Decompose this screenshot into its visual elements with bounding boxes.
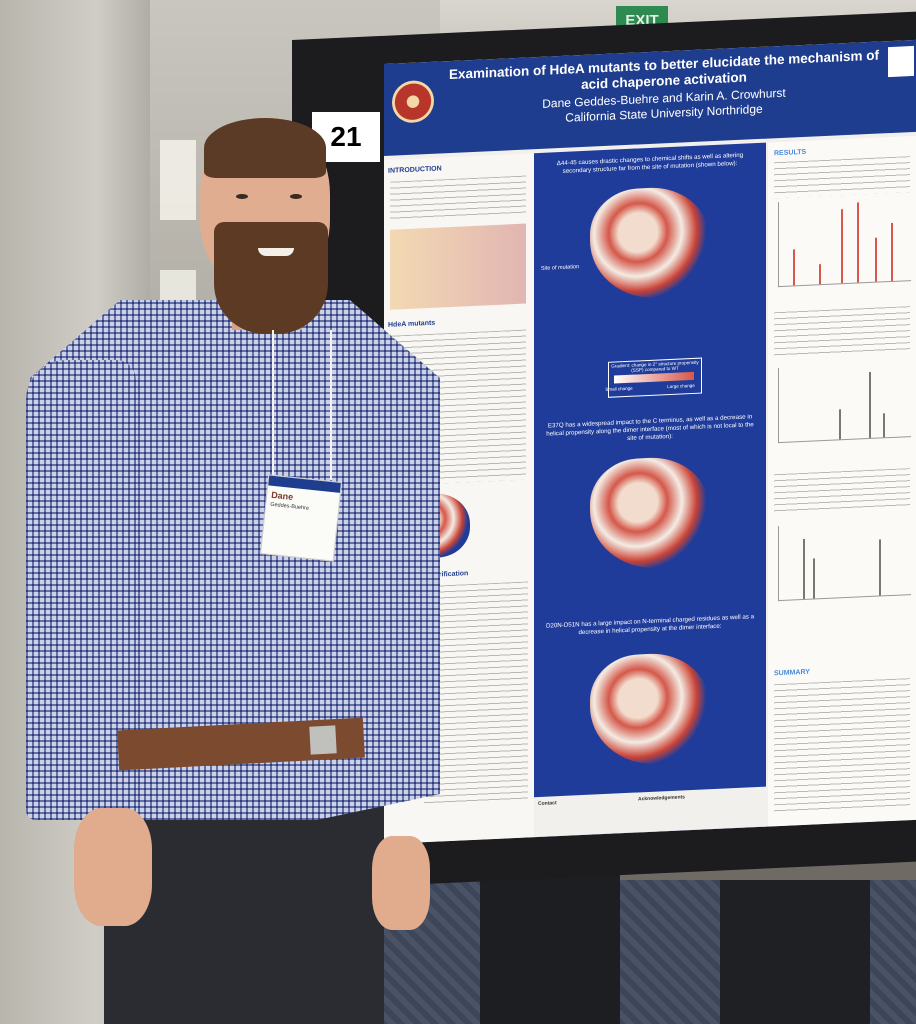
figure-1-diagram bbox=[390, 223, 526, 310]
background-person-legs bbox=[480, 870, 620, 1024]
chart-bar bbox=[793, 249, 795, 286]
mutants-heading: HdeA mutants bbox=[388, 319, 436, 329]
lanyard bbox=[272, 330, 332, 480]
chart-bar bbox=[819, 264, 821, 285]
chart-d20n-shift-perturbation bbox=[778, 520, 911, 602]
background-person-legs-2 bbox=[720, 880, 870, 1024]
d20n-text-lines bbox=[774, 468, 910, 515]
chart-bar bbox=[869, 371, 871, 438]
university-seal-icon bbox=[392, 79, 434, 124]
smile bbox=[258, 248, 294, 256]
poster-right-column: RESULTS SUMMARY bbox=[768, 135, 916, 827]
summary-text-lines bbox=[774, 678, 910, 815]
legend-small-label: Small change bbox=[605, 385, 633, 392]
light-fixture bbox=[160, 140, 196, 220]
chart-delta-shift-perturbation bbox=[778, 196, 911, 288]
caption-d20n-d51n: D20N-D51N has a large impact on N-termin… bbox=[545, 613, 755, 637]
protein-structure-delta bbox=[590, 185, 710, 301]
chart-bar bbox=[813, 558, 815, 599]
legend-large-label: Large change bbox=[667, 382, 695, 390]
results-heading: RESULTS bbox=[774, 148, 807, 158]
beard bbox=[214, 222, 328, 334]
intro-heading: INTRODUCTION bbox=[388, 165, 442, 175]
badge-subtitle: Geddes-Buehre bbox=[269, 501, 310, 512]
chart-e37q-shift-perturbation bbox=[778, 362, 911, 444]
chart-bar bbox=[857, 202, 859, 283]
chart-bar bbox=[891, 222, 893, 281]
chart-bar bbox=[875, 237, 877, 282]
chart-bar bbox=[839, 409, 841, 440]
chart-bar bbox=[841, 209, 843, 284]
chart-bar bbox=[803, 538, 805, 599]
hand-right bbox=[372, 836, 430, 930]
protein-structure-d20n bbox=[590, 651, 710, 767]
site-of-mutation-label: Site of mutation bbox=[540, 264, 580, 272]
caption-delta-44-45: Δ44-45 causes drastic changes to chemica… bbox=[556, 151, 744, 175]
research-poster: Examination of HdeA mutants to better el… bbox=[384, 39, 916, 844]
name-badge: Dane Geddes-Buehre bbox=[260, 474, 342, 562]
summary-heading: SUMMARY bbox=[774, 668, 810, 678]
acknowledgements-label: Acknowledgements bbox=[638, 794, 685, 803]
poster-middle-column: Δ44-45 causes drastic changes to chemica… bbox=[534, 142, 766, 844]
chart-bar bbox=[879, 539, 881, 596]
badge-name: Dane bbox=[270, 489, 294, 503]
protein-structure-e37q bbox=[590, 455, 710, 571]
results-text-lines bbox=[774, 156, 910, 199]
eye-right bbox=[290, 194, 302, 199]
intro-text-lines bbox=[390, 175, 526, 222]
contact-label: Contact bbox=[538, 800, 557, 808]
caption-e37q: E37Q has a widespread impact to the C te… bbox=[546, 413, 754, 442]
e37q-text-lines bbox=[774, 306, 910, 359]
hand-left bbox=[74, 808, 152, 926]
eye-left bbox=[236, 194, 248, 199]
chart-bar bbox=[883, 413, 885, 438]
logo-icon bbox=[888, 45, 914, 78]
hair bbox=[204, 118, 326, 178]
belt-buckle bbox=[309, 725, 337, 755]
